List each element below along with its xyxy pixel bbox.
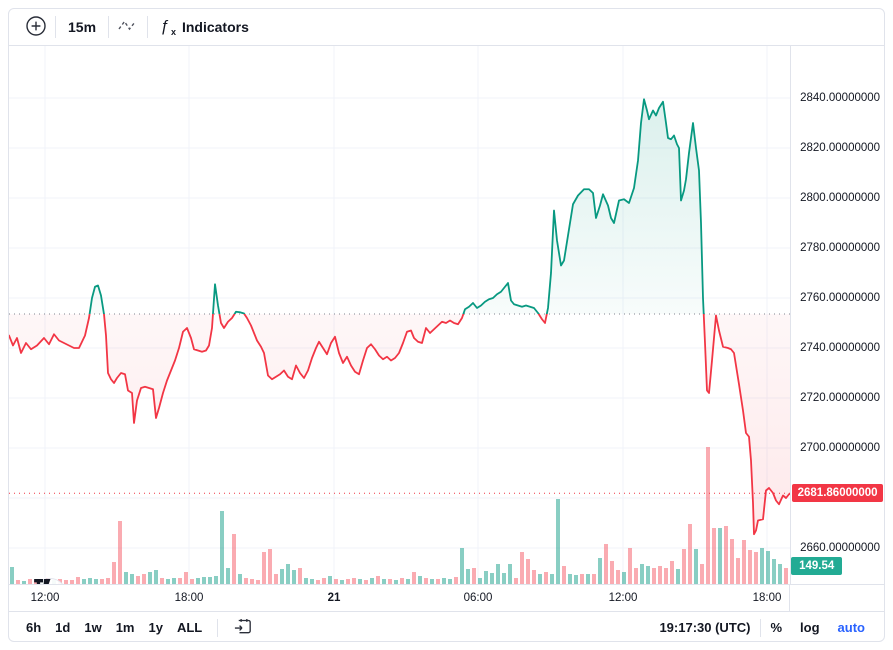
toolbar-separator xyxy=(55,16,56,38)
time-axis[interactable]: 12:00 18:00 21 06:00 12:00 18:00 xyxy=(9,585,789,611)
timeframe-button[interactable]: 15m xyxy=(68,19,97,35)
time-tick-label: 18:00 xyxy=(752,592,782,604)
time-tick-label: 12:00 xyxy=(608,592,638,604)
tv-logo-icon xyxy=(34,579,51,584)
chart-style-button[interactable] xyxy=(109,13,147,41)
chart-main-row: 2840.00000000 2820.00000000 2800.00000000 2… xyxy=(9,46,884,584)
time-tick-label: 18:00 xyxy=(174,592,204,604)
range-button-1w[interactable]: 1w xyxy=(84,620,102,635)
price-tick-label: 2760.00000000 xyxy=(800,292,881,304)
toolbar-separator xyxy=(108,16,110,38)
tradingview-logo[interactable] xyxy=(33,578,67,584)
price-tick-label: 2740.00000000 xyxy=(800,342,881,354)
price-tick-label: 2700.00000000 xyxy=(800,442,881,454)
goto-date-button[interactable] xyxy=(226,613,261,642)
axis-corner xyxy=(789,585,884,611)
indicators-label: Indicators xyxy=(181,19,249,35)
volume-value-badge: 149.54 xyxy=(791,557,843,575)
chart-plot-area[interactable] xyxy=(9,46,791,584)
range-button-all[interactable]: ALL xyxy=(176,620,203,635)
toolbar-separator xyxy=(147,16,149,38)
time-tick-label: 12:00 xyxy=(30,592,60,604)
clock-timezone-button[interactable]: 19:17:30 (UTC) xyxy=(659,620,751,635)
time-axis-row: 12:00 18:00 21 06:00 12:00 18:00 xyxy=(9,584,884,611)
log-scale-button[interactable]: log xyxy=(800,620,820,635)
percent-scale-button[interactable]: % xyxy=(770,620,783,635)
time-tick-label: 21 xyxy=(327,592,341,604)
price-tick-label: 2800.00000000 xyxy=(800,192,881,204)
range-button-1d[interactable]: 1d xyxy=(55,620,71,635)
plus-circle-icon xyxy=(25,15,47,40)
price-tick-label: 2660.00000000 xyxy=(800,542,881,554)
price-tick-label: 2780.00000000 xyxy=(800,242,881,254)
range-button-1m[interactable]: 1m xyxy=(115,620,135,635)
baseline-style-icon xyxy=(117,15,139,40)
symbol-search-button[interactable] xyxy=(17,13,55,41)
price-volume-chart xyxy=(9,46,791,584)
range-button-6h[interactable]: 6h xyxy=(26,620,42,635)
price-tick-label: 2840.00000000 xyxy=(800,92,881,104)
calendar-goto-icon xyxy=(235,618,252,633)
price-axis[interactable]: 2840.00000000 2820.00000000 2800.00000000 2… xyxy=(790,46,884,584)
range-button-1y[interactable]: 1y xyxy=(148,620,163,635)
toolbar-separator xyxy=(217,618,219,637)
toolbar-separator xyxy=(760,618,762,637)
price-tick-label: 2720.00000000 xyxy=(800,392,881,404)
last-price-badge: 2681.86000000 xyxy=(792,484,884,503)
price-tick-label: 2820.00000000 xyxy=(800,142,881,154)
auto-scale-button[interactable]: auto xyxy=(837,620,865,635)
time-tick-label: 06:00 xyxy=(463,592,493,604)
bottom-toolbar: 6h 1d 1w 1m 1y ALL 19:17:30 (UTC) % log … xyxy=(9,611,884,642)
